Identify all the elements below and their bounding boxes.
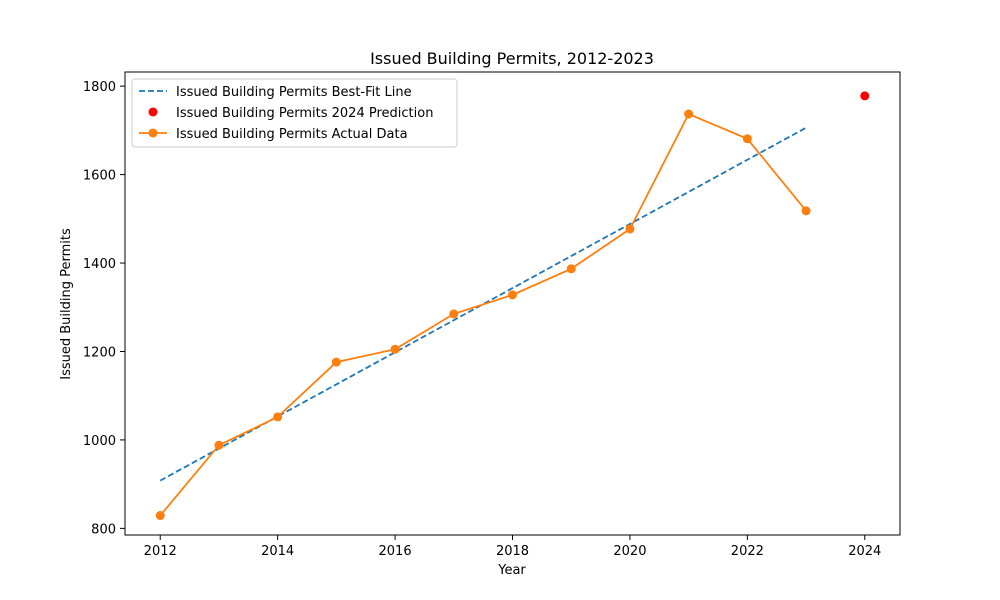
legend-label: Issued Building Permits 2024 Prediction (176, 106, 433, 121)
x-axis-title: Year (497, 563, 526, 578)
x-tick-label: 2022 (731, 544, 764, 559)
x-tick-label: 2024 (848, 544, 881, 559)
actual-data-point (625, 224, 635, 234)
actual-data-point (273, 412, 283, 422)
legend-item: Issued Building Permits 2024 Prediction (148, 106, 433, 121)
actual-data-point (155, 511, 165, 521)
actual-data-point (684, 109, 694, 119)
x-tick-label: 2018 (496, 544, 529, 559)
y-tick-label: 1200 (83, 345, 116, 360)
y-axis: 800 1000 1200 1400 1600 1800 (83, 80, 125, 537)
legend: Issued Building Permits Best-Fit Line Iss… (131, 78, 458, 148)
x-tick-label: 2020 (613, 544, 646, 559)
y-tick-label: 800 (91, 522, 116, 537)
actual-data-point (390, 344, 400, 354)
legend-marker-sample (148, 107, 158, 117)
actual-data-point (331, 357, 341, 367)
actual-data-point (801, 206, 811, 216)
series-1 (860, 91, 870, 101)
y-tick-label: 1800 (83, 80, 116, 95)
y-tick-label: 1000 (83, 434, 116, 449)
legend-marker-sample (148, 128, 158, 138)
actual-data-point (566, 264, 576, 274)
x-tick-label: 2012 (144, 544, 177, 559)
prediction-point (860, 91, 870, 101)
y-axis-title: Issued Building Permits (59, 228, 74, 380)
actual-data-point (742, 134, 752, 144)
series-2 (155, 109, 811, 521)
actual-data-line (159, 112, 807, 517)
actual-data-point (214, 440, 224, 450)
legend-item: Issued Building Permits Best-Fit Line (139, 85, 412, 100)
x-tick-label: 2014 (261, 544, 294, 559)
series-layer (155, 91, 870, 521)
legend-label: Issued Building Permits Best-Fit Line (176, 85, 412, 100)
y-tick-label: 1400 (83, 257, 116, 272)
x-tick-label: 2016 (379, 544, 412, 559)
chart-title: Issued Building Permits, 2012-2023 (370, 49, 654, 68)
legend-label: Issued Building Permits Actual Data (176, 127, 408, 142)
actual-data-point (508, 290, 517, 300)
y-tick-label: 1600 (83, 169, 116, 184)
legend-box (131, 78, 458, 148)
actual-data-point (449, 309, 459, 319)
x-axis: 2012 2014 2016 2018 2020 2022 2024 (144, 535, 881, 559)
legend-item: Issued Building Permits Actual Data (139, 127, 408, 142)
